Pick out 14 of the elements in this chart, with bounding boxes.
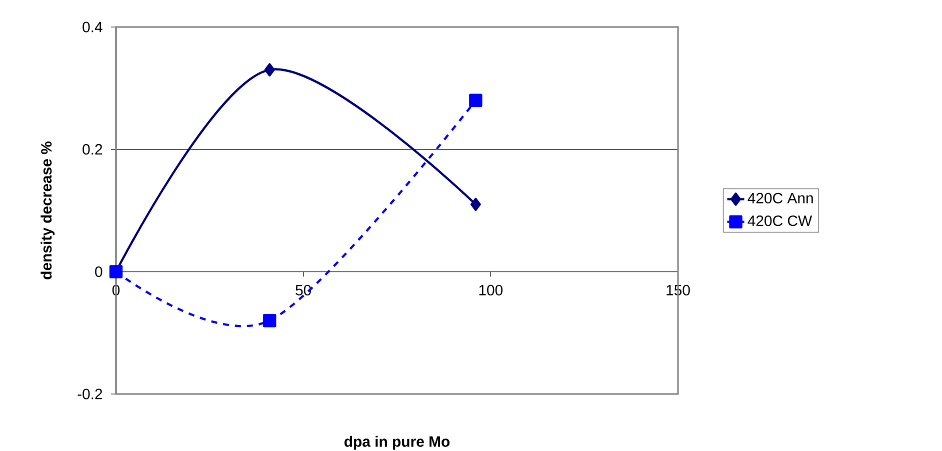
x-tick-label: 100	[479, 284, 503, 296]
point	[469, 94, 482, 107]
x-tick-label: 150	[666, 284, 690, 296]
point	[263, 314, 276, 328]
y-tick-label: -0.2	[78, 388, 102, 400]
y-tick-label: 0.4	[82, 22, 102, 32]
legend-label: 420C Ann	[748, 192, 813, 204]
y-tick-label: 0	[95, 266, 102, 277]
x-axis-title: dpa in pure Mo	[344, 436, 450, 450]
y-tick-label: 0.2	[82, 144, 102, 155]
point	[264, 63, 275, 76]
y-axis-title: density decrease %	[40, 142, 55, 280]
point	[470, 198, 481, 211]
legend-label: 420C CW	[748, 215, 812, 226]
